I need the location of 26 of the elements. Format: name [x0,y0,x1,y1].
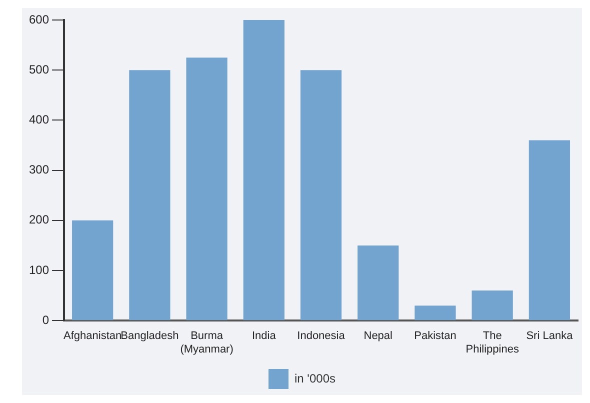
x-tick-label: Afghanistan [64,330,122,342]
x-tick-label: The Philippines [466,330,520,356]
y-tick-label: 400 [28,112,50,127]
bar [528,140,570,320]
bar [186,58,228,320]
x-tick-label: Pakistan [414,330,456,342]
y-tick-label: 300 [28,162,50,177]
x-tick-label: Indonesia [297,330,346,342]
bar [243,20,284,320]
x-tick-label: Sri Lanka [526,330,574,342]
bar [300,70,342,320]
x-tick-label: Burma (Myanmar) [180,330,234,356]
legend-label: in '000s [294,371,336,386]
bar [72,220,114,320]
bar [129,70,170,320]
y-tick-label: 200 [28,212,50,227]
x-tick-label: India [252,330,277,342]
bar [414,306,456,320]
y-tick-label: 100 [28,262,50,277]
y-tick-label: 600 [28,12,50,26]
bar [358,245,399,320]
x-tick-label: Bangladesh [120,330,179,342]
y-tick-label: 500 [28,62,50,76]
y-tick-label: 0 [42,312,50,327]
bar [472,290,513,320]
x-tick-label: Nepal [364,330,392,342]
